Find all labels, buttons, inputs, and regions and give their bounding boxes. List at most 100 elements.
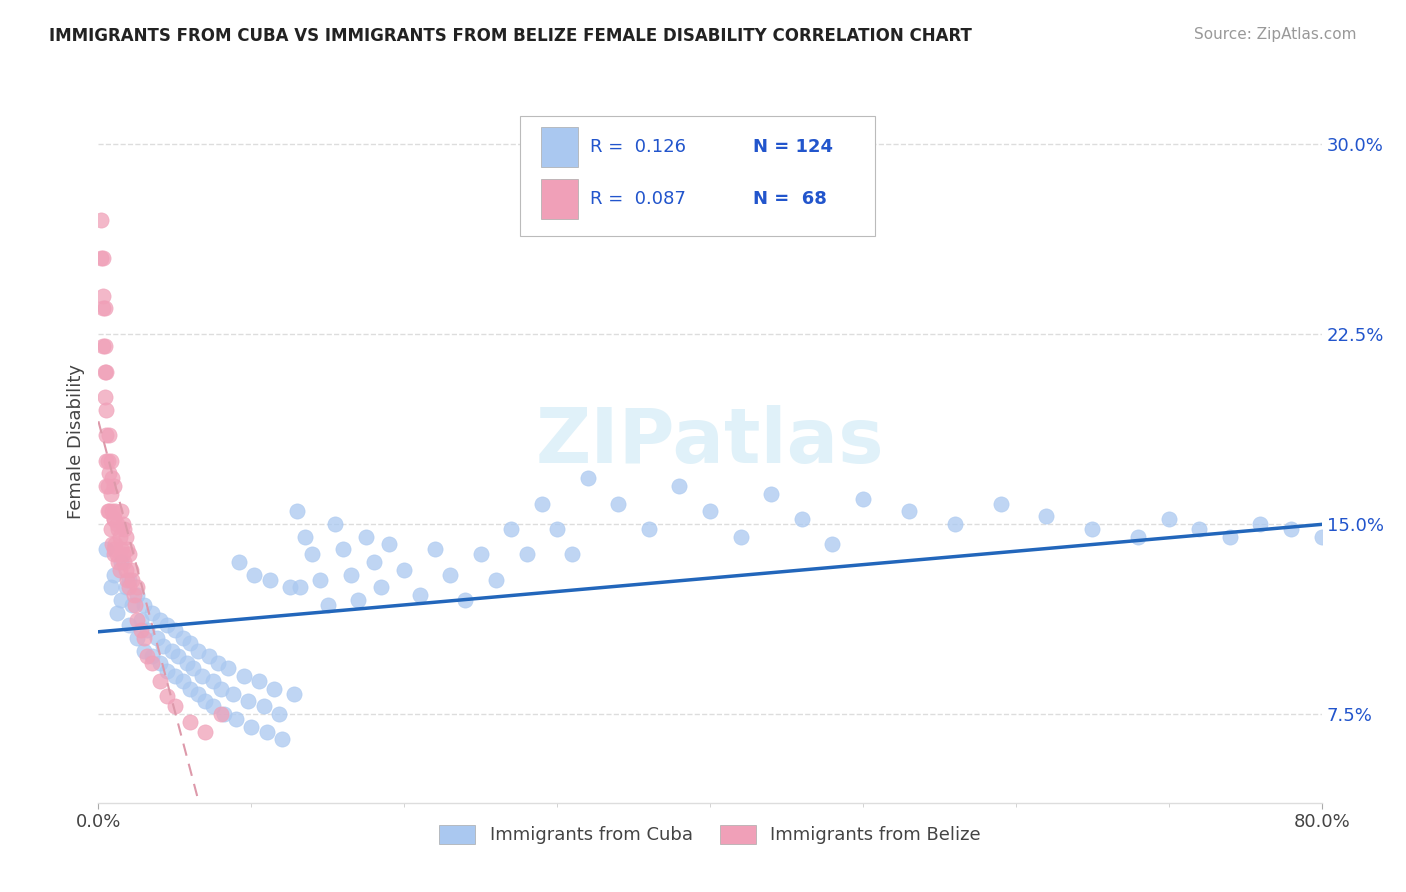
- Point: [209, 681, 232, 696]
- Text: R =  0.087: R = 0.087: [591, 190, 686, 208]
- Point: [149, 657, 172, 671]
- Point: [103, 542, 125, 557]
- Point: [408, 588, 430, 602]
- FancyBboxPatch shape: [520, 116, 875, 235]
- Point: [187, 643, 209, 657]
- Point: [179, 681, 201, 696]
- Point: [91, 251, 114, 265]
- Point: [325, 516, 347, 531]
- Point: [423, 542, 446, 557]
- Point: [103, 547, 125, 561]
- Text: ZIPatlas: ZIPatlas: [536, 405, 884, 478]
- Point: [470, 547, 492, 561]
- Point: [607, 497, 630, 511]
- Point: [283, 687, 305, 701]
- Point: [179, 714, 201, 729]
- Point: [110, 593, 132, 607]
- Point: [1157, 512, 1180, 526]
- Point: [1128, 530, 1150, 544]
- Y-axis label: Female Disability: Female Disability: [66, 364, 84, 519]
- Point: [217, 661, 239, 675]
- Point: [104, 537, 127, 551]
- Point: [454, 593, 477, 607]
- Point: [990, 497, 1012, 511]
- Point: [98, 467, 121, 481]
- Point: [117, 542, 139, 557]
- Point: [112, 555, 135, 569]
- Point: [115, 530, 138, 544]
- Point: [136, 648, 159, 663]
- Point: [163, 624, 186, 638]
- Point: [202, 699, 225, 714]
- Point: [121, 598, 143, 612]
- Point: [240, 720, 263, 734]
- Point: [290, 580, 312, 594]
- Point: [94, 365, 117, 379]
- Point: [699, 504, 721, 518]
- Point: [576, 471, 599, 485]
- Point: [94, 402, 117, 417]
- Point: [91, 301, 114, 316]
- Point: [232, 669, 254, 683]
- Point: [1402, 530, 1406, 544]
- Point: [110, 555, 132, 569]
- Point: [91, 339, 114, 353]
- Point: [301, 547, 323, 561]
- Point: [101, 537, 124, 551]
- Point: [561, 547, 583, 561]
- Point: [243, 567, 266, 582]
- Point: [98, 428, 121, 442]
- Point: [309, 573, 332, 587]
- Point: [98, 504, 121, 518]
- Point: [125, 613, 148, 627]
- Point: [105, 547, 128, 561]
- Point: [1035, 509, 1057, 524]
- Point: [156, 664, 179, 678]
- Point: [821, 537, 844, 551]
- Point: [222, 687, 245, 701]
- Point: [141, 648, 163, 663]
- Point: [294, 530, 316, 544]
- Point: [110, 542, 132, 557]
- Point: [111, 516, 134, 531]
- Point: [1341, 516, 1364, 531]
- Point: [285, 504, 308, 518]
- Point: [94, 453, 117, 467]
- Point: [118, 547, 141, 561]
- Point: [212, 707, 235, 722]
- Point: [191, 669, 214, 683]
- Point: [163, 699, 186, 714]
- Point: [107, 555, 129, 569]
- Point: [501, 522, 523, 536]
- Point: [105, 516, 128, 531]
- Point: [546, 522, 568, 536]
- Point: [97, 479, 120, 493]
- Point: [134, 643, 156, 657]
- Point: [105, 606, 128, 620]
- Point: [176, 657, 198, 671]
- Point: [378, 537, 401, 551]
- Point: [121, 573, 143, 587]
- Point: [93, 390, 115, 404]
- Point: [238, 694, 260, 708]
- Point: [141, 657, 163, 671]
- Point: [145, 631, 167, 645]
- Point: [104, 504, 127, 518]
- Point: [125, 588, 148, 602]
- Point: [256, 724, 278, 739]
- Point: [263, 681, 285, 696]
- Point: [267, 707, 290, 722]
- Point: [197, 648, 219, 663]
- Point: [149, 674, 172, 689]
- Point: [115, 580, 138, 594]
- Point: [897, 504, 920, 518]
- Point: [167, 648, 190, 663]
- Point: [111, 547, 134, 561]
- Point: [516, 547, 538, 561]
- Legend: Immigrants from Cuba, Immigrants from Belize: Immigrants from Cuba, Immigrants from Be…: [432, 818, 988, 852]
- Point: [152, 639, 174, 653]
- Point: [228, 555, 250, 569]
- Point: [90, 251, 112, 265]
- Point: [149, 613, 172, 627]
- Bar: [541, 178, 578, 219]
